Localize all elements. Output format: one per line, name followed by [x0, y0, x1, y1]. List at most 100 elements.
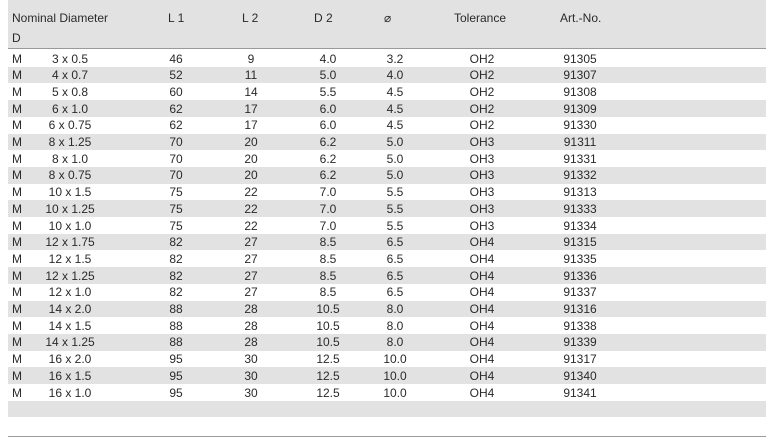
table-cell: 6.0 [319, 101, 337, 116]
column-header: ⌀ [384, 11, 392, 25]
table-cell: 6.5 [386, 235, 404, 250]
table-cell: 14 x 1.5 [48, 318, 92, 333]
table-cell: 88 [169, 302, 183, 316]
table-cell: 7.0 [319, 201, 337, 216]
table-cell: 91341 [563, 385, 597, 400]
table-cell: OH2 [469, 68, 495, 83]
table-cell: M [12, 285, 22, 300]
table-cell: 20 [244, 151, 258, 166]
table-cell: 91330 [563, 118, 597, 133]
table-cell: 5.5 [386, 185, 404, 200]
table-cell: 8.5 [319, 235, 337, 250]
table-cell: 6.5 [386, 268, 404, 283]
table-cell: 91331 [563, 151, 597, 166]
header-rule [8, 48, 766, 49]
row-background [8, 66, 766, 84]
row-background [8, 367, 766, 384]
table-cell: 5.0 [386, 168, 404, 183]
table-cell: 4.5 [386, 101, 404, 116]
table-cell: 4.5 [386, 118, 404, 133]
table-cell: 12 x 1.0 [48, 285, 92, 300]
table-cell: 27 [244, 268, 258, 283]
table-cell: 82 [169, 251, 183, 266]
table-cell: 12.5 [316, 385, 340, 400]
table-cell: 10.5 [316, 335, 340, 350]
table-cell: M [12, 201, 22, 216]
table-cell: 91313 [563, 185, 597, 200]
table-cell: 95 [169, 352, 183, 367]
row-background [8, 166, 766, 184]
table-cell: M [12, 151, 22, 166]
table-cell: 10.0 [383, 352, 407, 367]
column-header: L 1 [168, 11, 185, 25]
table-cell: 8.5 [319, 251, 337, 266]
table-cell: 6 x 1.0 [51, 101, 89, 116]
table-cell: M [12, 101, 22, 116]
table-cell: M [12, 51, 22, 66]
table-cell: 12.5 [316, 352, 340, 367]
table-cell: 16 x 1.0 [48, 385, 92, 400]
table-cell: OH4 [469, 285, 495, 300]
table-cell: 91337 [563, 285, 597, 300]
column-header: Tolerance [454, 11, 507, 25]
table-cell: M [12, 368, 22, 383]
table-cell: 91340 [563, 368, 597, 383]
table-cell: 6.2 [319, 135, 337, 149]
table-cell: 5.0 [386, 151, 404, 166]
row-background [8, 300, 766, 318]
table-cell: 28 [244, 335, 258, 350]
table-cell: 8.0 [386, 302, 404, 316]
table-cell: 6.2 [319, 168, 337, 183]
table-cell: 5.0 [319, 68, 337, 83]
table-cell: 14 [244, 84, 258, 99]
table-cell: 4 x 0.7 [51, 68, 89, 83]
table-cell: 75 [169, 185, 183, 200]
bottom-rule [8, 436, 766, 437]
table-cell: 91305 [563, 51, 597, 66]
table-cell: 91332 [563, 168, 597, 183]
table-cell: 82 [169, 268, 183, 283]
table-cell: OH2 [469, 51, 495, 66]
table-cell: OH4 [469, 385, 495, 400]
table-cell: 91307 [563, 68, 597, 83]
table-cell: OH3 [469, 185, 495, 200]
table-cell: OH4 [469, 335, 495, 350]
table-cell: 14 x 1.25 [45, 335, 95, 350]
table-cell: 30 [244, 368, 258, 383]
table-cell: 14 x 2.0 [48, 302, 92, 316]
table-cell: M [12, 235, 22, 250]
table-cell: 3 x 0.5 [51, 51, 89, 66]
table-cell: M [12, 251, 22, 266]
table-cell: 62 [169, 101, 183, 116]
table-cell: 62 [169, 118, 183, 133]
table-cell: OH3 [469, 135, 495, 149]
table-cell: M [12, 385, 22, 400]
table-cell: 11 [244, 68, 258, 83]
table-cell: 10.0 [383, 368, 407, 383]
table-cell: 4.5 [386, 84, 404, 99]
table-cell: 88 [169, 318, 183, 333]
table-cell: 12 x 1.5 [48, 251, 92, 266]
table-cell: 22 [244, 201, 258, 216]
table-cell: 8.5 [319, 285, 337, 300]
table-cell: 10 x 1.25 [45, 201, 95, 216]
table-cell: 16 x 1.5 [48, 368, 92, 383]
table-cell: 70 [169, 135, 183, 149]
table-cell: 6.5 [386, 285, 404, 300]
table-cell: 5.5 [386, 201, 404, 216]
table-cell: 20 [244, 168, 258, 183]
table-cell: 17 [244, 101, 258, 116]
table-cell: 5.5 [386, 218, 404, 233]
table-cell: 75 [169, 201, 183, 216]
table-cell: M [12, 168, 22, 183]
table-cell: 91311 [563, 135, 597, 149]
table-cell: 8.0 [386, 335, 404, 350]
table-cell: OH4 [469, 368, 495, 383]
table-cell: 91339 [563, 335, 597, 350]
table-cell: 16 x 2.0 [48, 352, 92, 367]
table-cell: 5 x 0.8 [51, 84, 89, 99]
table-cell: 52 [169, 68, 183, 83]
table-cell: 9 [247, 51, 255, 66]
table-cell: 27 [244, 251, 258, 266]
